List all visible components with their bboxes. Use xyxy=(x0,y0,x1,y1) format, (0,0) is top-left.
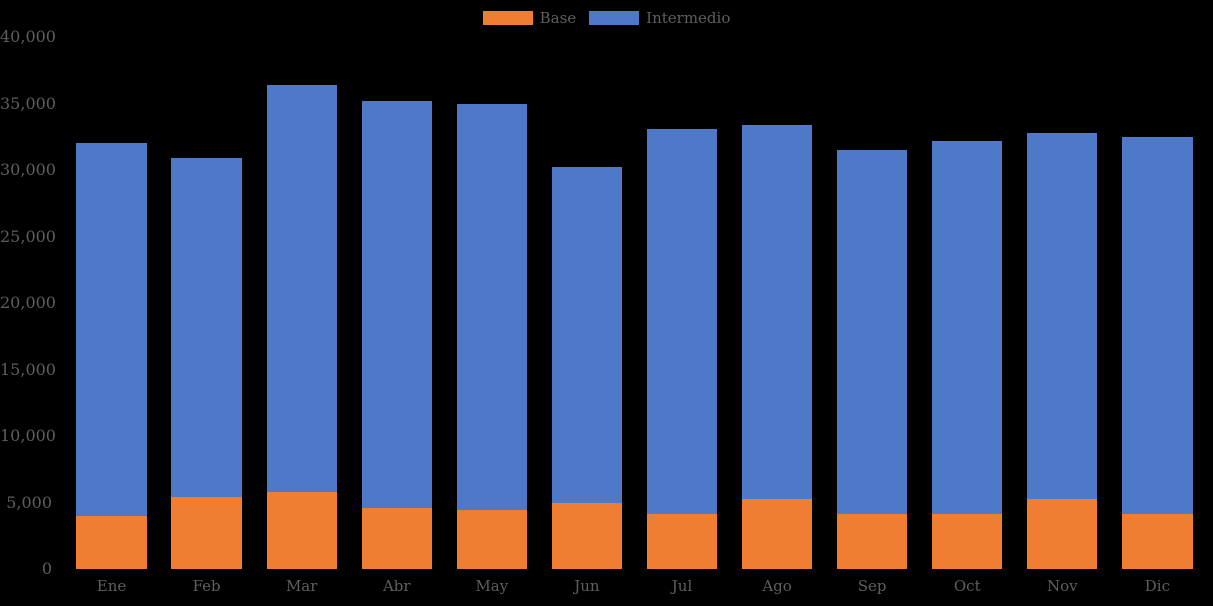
y-tick-label: 35,000 xyxy=(0,93,56,113)
legend-label-intermedio: Intermedio xyxy=(646,9,731,27)
legend-swatch-intermedio-icon xyxy=(589,11,640,25)
bar-segment-base xyxy=(171,497,242,569)
bar-segment-base xyxy=(836,514,908,569)
bar-segment-intermedio xyxy=(266,84,337,492)
x-tick-label: Mar xyxy=(285,577,318,595)
bar-group-Ene xyxy=(76,37,147,569)
y-tick-label: 10,000 xyxy=(0,426,56,445)
bar-segment-base xyxy=(551,502,623,569)
bar-slot xyxy=(64,37,159,569)
bar-segment-base xyxy=(1122,514,1193,569)
bar-segment-intermedio xyxy=(1122,136,1193,515)
y-tick-label: 40,000 xyxy=(0,27,56,46)
bar-segment-base xyxy=(361,507,432,569)
x-tick-label: Dic xyxy=(1144,577,1171,595)
bar-segment-intermedio xyxy=(361,100,432,508)
y-tick-label: 30,000 xyxy=(0,160,56,179)
y-tick-label: 25,000 xyxy=(0,226,56,246)
legend-item-base: Base xyxy=(482,9,577,27)
bar-segment-intermedio xyxy=(76,143,147,516)
bar-group-Mar xyxy=(266,37,337,569)
x-axis: Ene Feb Mar Abr May Jun Jul Ago Sep Oct Nov Dic xyxy=(64,577,1205,595)
x-tick-label: Sep xyxy=(857,577,887,595)
bar-group-Nov xyxy=(1027,37,1098,569)
bar-segment-base xyxy=(1027,498,1098,569)
x-tick-label: Nov xyxy=(1047,577,1078,595)
bar-segment-intermedio xyxy=(836,150,908,515)
chart-legend: Base Intermedio xyxy=(0,9,1213,27)
bar-segment-base xyxy=(741,498,813,569)
bar-slot xyxy=(825,37,920,569)
bar-segment-base xyxy=(932,514,1003,569)
bar-segment-intermedio xyxy=(171,158,242,498)
bar-segment-base xyxy=(456,510,528,569)
bar-slot xyxy=(349,37,444,569)
bar-segment-intermedio xyxy=(741,124,813,499)
x-tick-label: Jun xyxy=(574,577,600,595)
x-tick-label: Ago xyxy=(762,577,792,595)
bar-group-Jun xyxy=(551,37,623,569)
legend-label-base: Base xyxy=(539,9,577,27)
bar-group-Abr xyxy=(361,37,432,569)
bar-segment-intermedio xyxy=(646,128,718,515)
x-tick-label: Jul xyxy=(671,577,693,595)
bar-group-Feb xyxy=(171,37,242,569)
y-tick-label: 5,000 xyxy=(6,492,52,512)
bar-group-May xyxy=(456,37,528,569)
bar-segment-base xyxy=(646,514,718,569)
plot-area xyxy=(64,37,1205,569)
bar-slot xyxy=(254,37,349,569)
legend-swatch-base-icon xyxy=(482,11,533,25)
bar-segment-intermedio xyxy=(1027,132,1098,499)
bar-segment-base xyxy=(266,491,337,569)
x-tick-label: May xyxy=(475,577,509,595)
bar-slot xyxy=(444,37,539,569)
x-tick-label: Ene xyxy=(96,577,127,595)
bar-slot xyxy=(920,37,1015,569)
bar-segment-intermedio xyxy=(551,167,623,503)
bar-slot xyxy=(730,37,825,569)
bar-group-Dic xyxy=(1122,37,1193,569)
x-tick-label: Feb xyxy=(192,577,221,595)
bar-group-Ago xyxy=(741,37,813,569)
y-tick-label: 15,000 xyxy=(0,359,56,379)
bar-slot xyxy=(1110,37,1205,569)
legend-item-intermedio: Intermedio xyxy=(589,9,730,27)
y-tick-label: 20,000 xyxy=(0,293,56,312)
bar-slot xyxy=(159,37,254,569)
y-tick-label: 0 xyxy=(41,559,52,578)
bar-group-Oct xyxy=(932,37,1003,569)
bar-slot xyxy=(634,37,729,569)
bar-segment-intermedio xyxy=(456,103,528,511)
bar-group-Jul xyxy=(646,37,718,569)
bar-segment-intermedio xyxy=(932,140,1003,515)
x-tick-label: Abr xyxy=(382,577,411,595)
x-tick-label: Oct xyxy=(953,577,981,595)
bar-group-Sep xyxy=(836,37,908,569)
bar-slot xyxy=(1015,37,1110,569)
bar-segment-base xyxy=(76,515,147,569)
bar-slot xyxy=(539,37,634,569)
